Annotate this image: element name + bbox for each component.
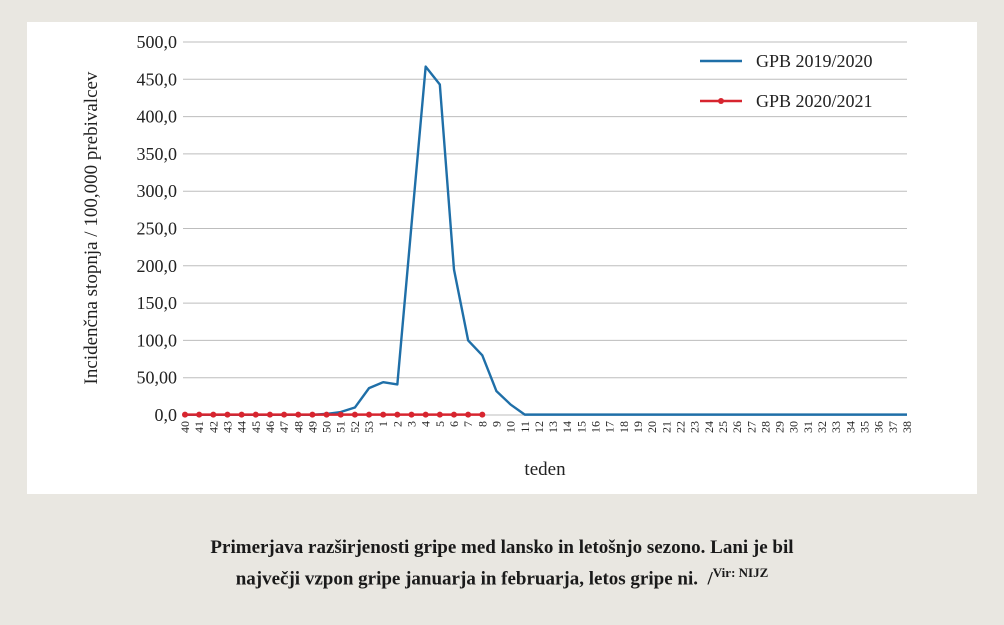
x-tick-label: 25 — [716, 421, 730, 433]
x-tick-label: 31 — [801, 421, 815, 433]
series-marker — [408, 411, 415, 418]
legend-label: GPB 2020/2021 — [756, 91, 873, 111]
x-tick-label: 28 — [758, 421, 772, 433]
y-tick-label: 250,0 — [137, 219, 178, 239]
x-tick-label: 2 — [390, 421, 404, 427]
series-marker — [465, 411, 472, 418]
x-tick-label: 36 — [872, 421, 886, 433]
x-tick-label: 24 — [702, 421, 716, 433]
source: Vir: NIJZ — [712, 565, 769, 580]
x-tick-label: 27 — [744, 421, 758, 433]
x-tick-label: 49 — [305, 421, 319, 433]
y-tick-label: 0,0 — [155, 405, 178, 425]
series-marker — [224, 411, 231, 418]
x-tick-label: 26 — [730, 421, 744, 433]
series-marker — [196, 411, 203, 418]
x-tick-label: 1 — [376, 421, 390, 427]
x-tick-label: 37 — [886, 421, 900, 433]
y-axis-label: Incidenčna stopnja / 100,000 prebivalcev — [81, 71, 102, 384]
y-tick-label: 200,0 — [137, 256, 178, 276]
x-tick-label: 35 — [858, 421, 872, 433]
y-tick-label: 350,0 — [137, 144, 178, 164]
series-marker — [337, 411, 344, 418]
x-tick-label: 17 — [603, 421, 617, 433]
x-tick-label: 9 — [489, 421, 503, 427]
x-tick-label: 16 — [589, 421, 603, 433]
caption-line: največji vzpon gripe januarja in februar… — [0, 565, 1004, 590]
y-tick-label: 400,0 — [137, 107, 178, 127]
series-marker — [479, 411, 486, 418]
series-marker — [238, 411, 245, 418]
x-tick-label: 47 — [277, 421, 291, 433]
series-marker — [351, 411, 358, 418]
x-tick-label: 4 — [419, 421, 433, 427]
series-marker — [252, 411, 259, 418]
x-tick-label: 20 — [645, 421, 659, 433]
legend-marker — [718, 98, 724, 104]
y-tick-label: 50,00 — [137, 368, 178, 388]
x-tick-label: 19 — [631, 421, 645, 433]
x-tick-label: 51 — [334, 421, 348, 433]
x-tick-label: 22 — [673, 421, 687, 433]
x-tick-label: 40 — [178, 421, 192, 433]
y-tick-label: 150,0 — [137, 293, 178, 313]
x-tick-label: 33 — [829, 421, 843, 433]
caption-text: največji vzpon gripe januarja in februar… — [235, 568, 698, 590]
y-tick-label: 300,0 — [137, 181, 178, 201]
x-tick-label: 3 — [405, 421, 419, 427]
x-tick-label: 18 — [617, 421, 631, 433]
y-tick-label: 100,0 — [137, 330, 178, 350]
series-marker — [422, 411, 429, 418]
x-tick-label: 34 — [843, 421, 857, 433]
x-tick-label: 50 — [320, 421, 334, 433]
x-tick-label: 46 — [263, 421, 277, 433]
x-tick-label: 11 — [518, 421, 532, 433]
x-tick-label: 6 — [447, 421, 461, 427]
x-tick-label: 45 — [249, 421, 263, 433]
y-tick-label: 500,0 — [137, 32, 178, 52]
x-tick-label: 38 — [900, 421, 914, 433]
x-tick-label: 8 — [475, 421, 489, 427]
x-tick-label: 48 — [291, 421, 305, 433]
x-tick-label: 29 — [773, 421, 787, 433]
series-marker — [210, 411, 217, 418]
series-marker — [295, 411, 302, 418]
x-tick-label: 23 — [688, 421, 702, 433]
x-tick-label: 44 — [235, 421, 249, 433]
x-tick-label: 42 — [206, 421, 220, 433]
y-tick-label: 450,0 — [137, 69, 178, 89]
x-tick-label: 12 — [532, 421, 546, 433]
x-tick-label: 32 — [815, 421, 829, 433]
series-marker — [436, 411, 443, 418]
series-marker — [380, 411, 387, 418]
x-tick-label: 5 — [433, 421, 447, 427]
x-tick-label: 41 — [192, 421, 206, 433]
x-tick-label: 53 — [362, 421, 376, 433]
series-marker — [323, 411, 330, 418]
series-marker — [266, 411, 273, 418]
series-marker — [182, 411, 188, 418]
chart: Incidenčna stopnja / 100,000 prebivalcev… — [27, 22, 977, 494]
x-tick-label: 52 — [348, 421, 362, 433]
x-tick-label: 21 — [659, 421, 673, 433]
x-tick-label: 14 — [560, 421, 574, 433]
x-tick-label: 7 — [461, 421, 475, 427]
x-tick-label: 30 — [787, 421, 801, 433]
series-marker — [281, 411, 288, 418]
x-tick-label: 13 — [546, 421, 560, 433]
x-axis-label: teden — [524, 459, 566, 480]
x-tick-label: 43 — [220, 421, 234, 433]
legend-label: GPB 2019/2020 — [756, 51, 873, 71]
series-marker — [366, 411, 373, 418]
x-tick-label: 15 — [574, 421, 588, 433]
series-marker — [309, 411, 316, 418]
source-separator: / — [707, 568, 713, 590]
caption-line: Primerjava razširjenosti gripe med lansk… — [210, 537, 794, 558]
x-tick-label: 10 — [504, 421, 518, 433]
series-marker — [394, 411, 401, 418]
series-marker — [450, 411, 457, 418]
